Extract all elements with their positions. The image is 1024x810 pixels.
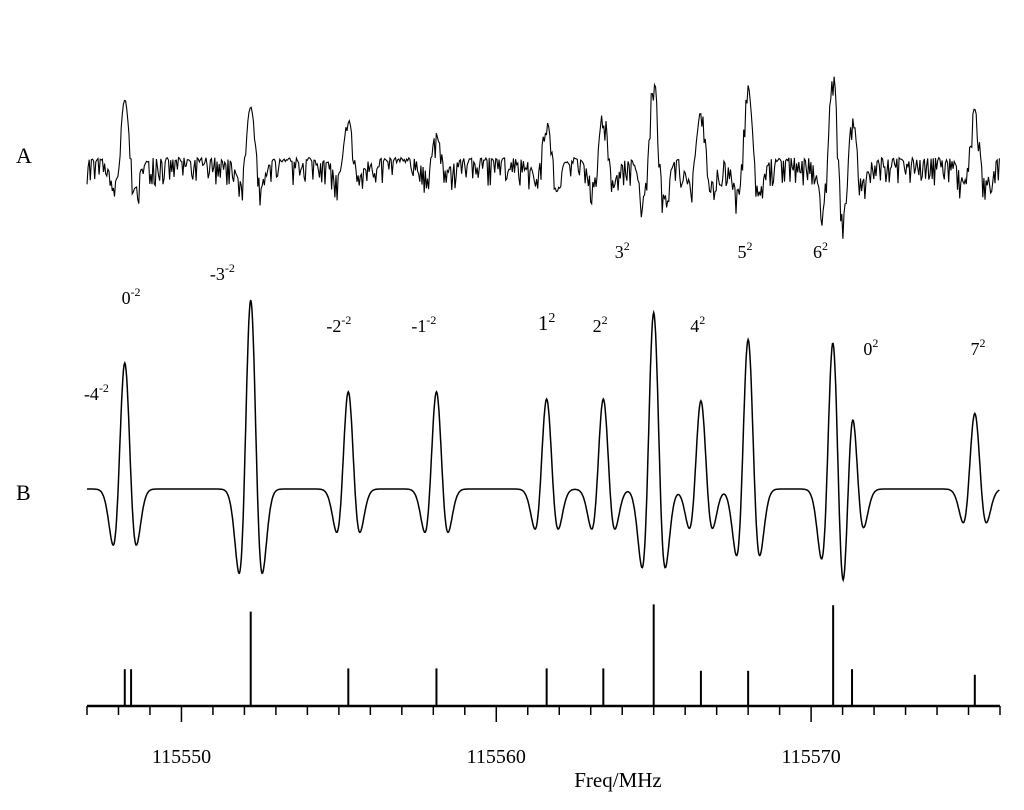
peak-label-9: 52	[737, 239, 752, 262]
series-a-observed-trace	[86, 76, 1000, 239]
peak-label-base: -4	[84, 384, 99, 404]
peak-label-base: 3	[615, 242, 624, 262]
peak-label-base: -3	[210, 264, 225, 284]
peak-label-10: 62	[813, 239, 828, 262]
peak-label-3: -2-2	[326, 313, 351, 336]
peak-label-2: -3-2	[210, 261, 235, 284]
peak-label-4: -1-2	[411, 313, 436, 336]
x-axis-label: Freq/MHz	[574, 768, 662, 792]
peak-label-sup: 2	[872, 336, 878, 350]
peak-label-sup: -2	[426, 313, 436, 327]
panel-label-b: B	[16, 480, 31, 505]
peak-label-sup: -2	[225, 261, 235, 275]
peak-label-base: 0	[122, 288, 131, 308]
peak-label-sup: 2	[602, 313, 608, 327]
peak-label-sup: 2	[979, 336, 985, 350]
peak-label-base: 0	[863, 339, 872, 359]
peak-label-base: 2	[593, 316, 602, 336]
peak-label-sup: 2	[548, 311, 555, 326]
x-tick-label: 115570	[781, 746, 840, 768]
peak-label-base: -2	[326, 316, 341, 336]
x-tick-label: 115560	[467, 746, 526, 768]
peak-label-base: 5	[737, 242, 746, 262]
peak-label-8: 42	[690, 313, 705, 336]
peak-label-12: 72	[970, 336, 985, 359]
peak-label-sup: 2	[746, 239, 752, 253]
peak-label-sup: -2	[131, 285, 141, 299]
x-tick-label: 115550	[152, 746, 211, 768]
peak-label-sup: 2	[822, 239, 828, 253]
peak-label-base: 4	[690, 316, 699, 336]
peak-label-base: -1	[411, 316, 426, 336]
peak-label-base: 6	[813, 242, 822, 262]
peak-label-7: 32	[615, 239, 630, 262]
series-b-simulated-trace	[87, 299, 1000, 583]
peak-label-11: 02	[863, 336, 878, 359]
peak-label-1: 0-2	[122, 285, 141, 308]
peak-label-0: -4-2	[84, 381, 109, 404]
peak-label-base: 1	[538, 311, 549, 335]
peak-label-sup: -2	[341, 313, 351, 327]
peak-label-6: 22	[593, 313, 608, 336]
peak-label-sup: 2	[624, 239, 630, 253]
peak-label-5: 12	[538, 311, 556, 335]
peak-label-sup: -2	[99, 381, 109, 395]
peak-label-sup: 2	[699, 313, 705, 327]
panel-label-a: A	[16, 143, 32, 168]
peak-label-base: 7	[970, 339, 979, 359]
